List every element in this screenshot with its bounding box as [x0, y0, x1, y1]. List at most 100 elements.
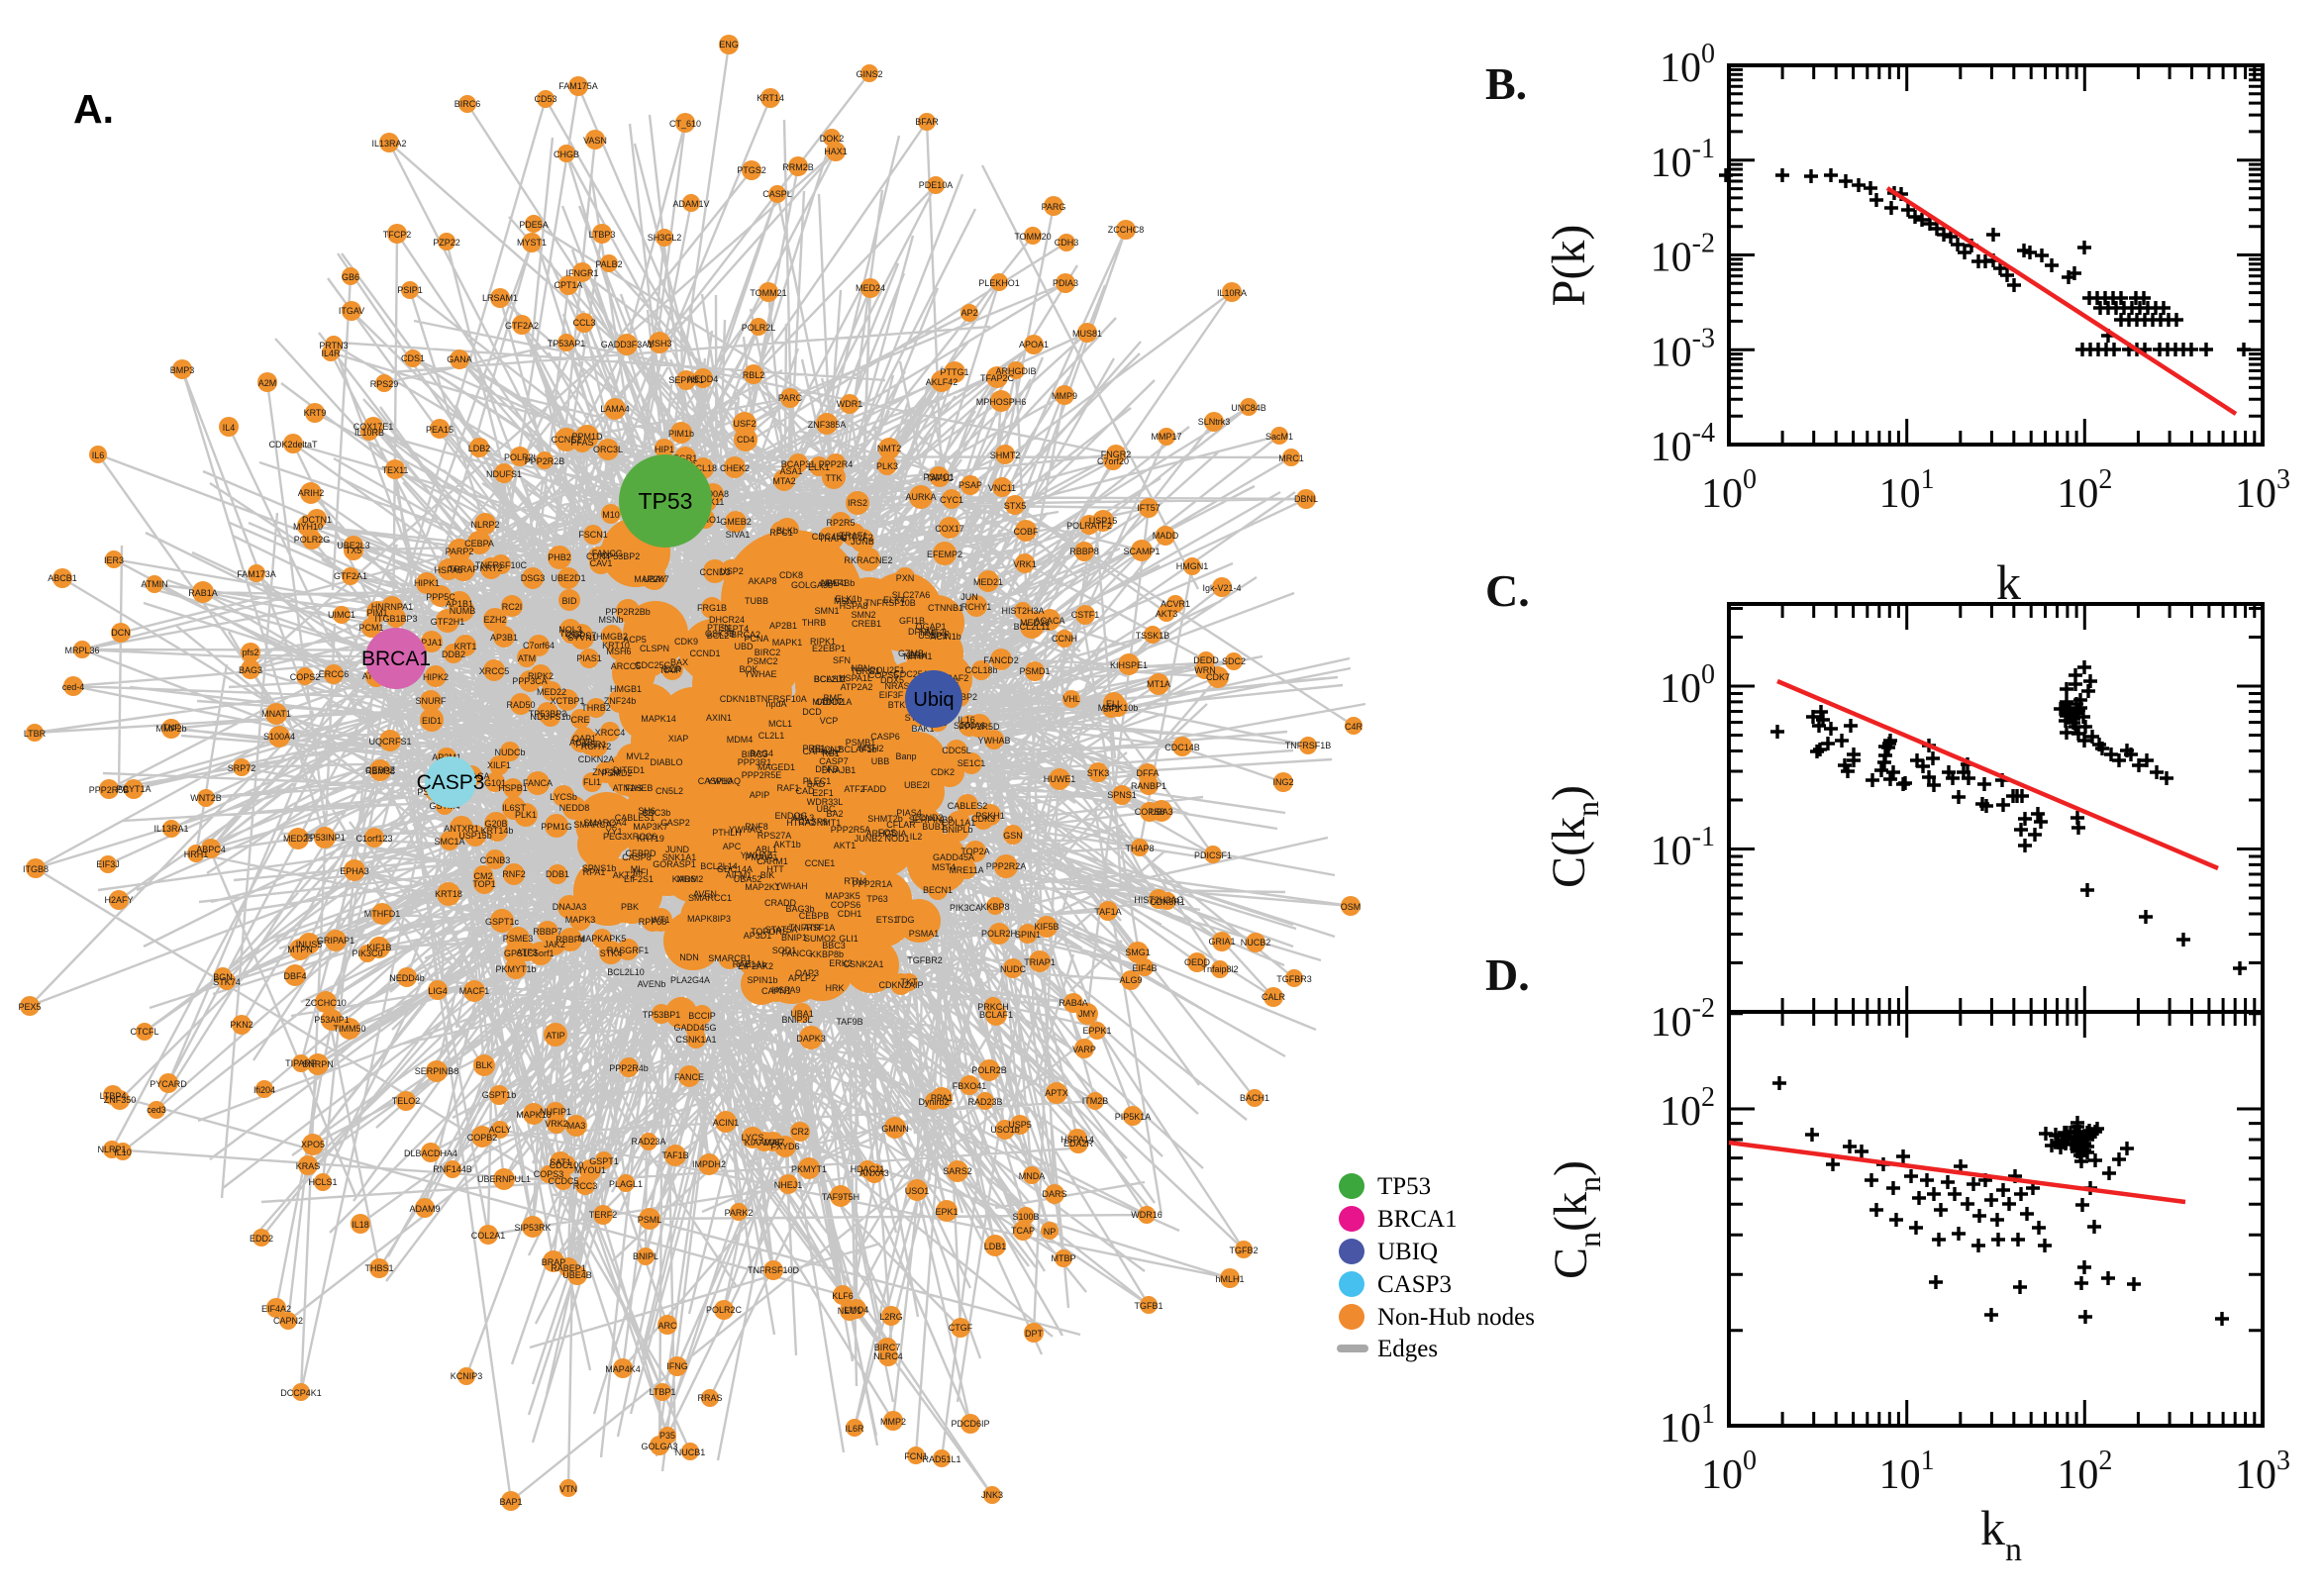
svg-text:HSPA5: HSPA5: [435, 565, 463, 575]
svg-text:PPM1D: PPM1D: [571, 432, 603, 442]
svg-text:Ubiq: Ubiq: [913, 689, 954, 711]
svg-text:SE1C1: SE1C1: [958, 758, 986, 768]
svg-text:DHCR24: DHCR24: [709, 615, 745, 625]
svg-text:ITGAV: ITGAV: [339, 306, 364, 316]
svg-text:PIAS1: PIAS1: [576, 653, 602, 663]
svg-text:XPO5: XPO5: [301, 1140, 325, 1149]
svg-text:SPIN1b: SPIN1b: [747, 975, 777, 985]
svg-text:BNIP3L: BNIP3L: [781, 1015, 812, 1025]
svg-text:LAMA4: LAMA4: [600, 404, 630, 414]
svg-text:CEBPD: CEBPD: [625, 848, 656, 858]
svg-text:SPNS1b: SPNS1b: [582, 863, 617, 873]
svg-text:COPS3: COPS3: [534, 1169, 564, 1179]
svg-text:CASP8: CASP8: [622, 852, 652, 862]
svg-text:VHL: VHL: [1062, 694, 1080, 704]
svg-text:DDB2: DDB2: [442, 649, 465, 659]
svg-text:BAK1: BAK1: [911, 724, 934, 734]
svg-text:BLKb: BLKb: [776, 526, 798, 536]
svg-text:JAK2: JAK2: [544, 940, 565, 949]
svg-text:RRM2B: RRM2B: [782, 162, 814, 172]
svg-text:LMO4: LMO4: [845, 1305, 869, 1315]
svg-text:BIRC7: BIRC7: [874, 1343, 901, 1352]
svg-text:ARHGDIA: ARHGDIA: [865, 829, 906, 839]
svg-text:FNGR2: FNGR2: [1101, 449, 1132, 459]
svg-text:RNF144B: RNF144B: [433, 1164, 472, 1174]
svg-text:ATMIN: ATMIN: [141, 579, 167, 589]
svg-text:BRCA1: BRCA1: [1377, 1206, 1458, 1233]
svg-text:H2AFY: H2AFY: [104, 895, 133, 905]
svg-text:CHGB: CHGB: [554, 150, 579, 159]
svg-text:KRT18: KRT18: [435, 889, 462, 899]
svg-text:ELK4: ELK4: [883, 595, 905, 605]
svg-text:THRB2: THRB2: [581, 703, 611, 713]
svg-text:DBF4: DBF4: [283, 971, 306, 981]
svg-text:MYOU1: MYOU1: [574, 1165, 606, 1175]
svg-text:STK3: STK3: [1087, 768, 1110, 778]
svg-text:BAG3: BAG3: [239, 665, 262, 675]
svg-text:ATIP: ATIP: [546, 1031, 564, 1041]
svg-text:ATF3: ATF3: [516, 948, 537, 957]
svg-text:NHEJ1: NHEJ1: [774, 1180, 803, 1190]
svg-text:IL10RA: IL10RA: [1217, 288, 1247, 298]
svg-text:RASGRF1: RASGRF1: [607, 946, 650, 955]
svg-text:DCD: DCD: [802, 707, 822, 717]
svg-text:CDC14B: CDC14B: [1164, 743, 1200, 752]
svg-text:MSH3: MSH3: [647, 339, 671, 349]
svg-text:RPS29: RPS29: [370, 379, 399, 389]
svg-text:MRE11A: MRE11A: [949, 865, 983, 875]
svg-text:LRSAM1: LRSAM1: [482, 293, 518, 303]
svg-text:GMEB2: GMEB2: [720, 517, 752, 527]
svg-text:TAF9T5H: TAF9T5H: [822, 1192, 859, 1202]
svg-text:DPT: DPT: [1025, 1329, 1044, 1339]
svg-text:MAP2K7: MAP2K7: [634, 574, 669, 584]
svg-text:ADAM9: ADAM9: [409, 1204, 440, 1214]
svg-text:NEDD8: NEDD8: [559, 803, 590, 813]
svg-text:SERPINB9: SERPINB9: [909, 815, 954, 825]
svg-text:CDK7: CDK7: [1206, 672, 1230, 682]
svg-text:ACLY: ACLY: [489, 1125, 512, 1135]
svg-text:GSPT1b: GSPT1b: [482, 1090, 517, 1100]
svg-text:PYCARD: PYCARD: [150, 1079, 187, 1089]
svg-text:TNFRSF10D: TNFRSF10D: [748, 1265, 800, 1275]
svg-text:CASP10: CASP10: [698, 776, 733, 786]
svg-text:TBRG1: TBRG1: [851, 666, 880, 676]
svg-text:PARK2: PARK2: [725, 1208, 754, 1218]
svg-text:PARC: PARC: [778, 393, 803, 403]
svg-text:CM2: CM2: [473, 871, 492, 881]
svg-text:EIF2AK2: EIF2AK2: [738, 961, 773, 971]
svg-text:FANCA: FANCA: [523, 778, 553, 788]
svg-text:TTK: TTK: [826, 473, 843, 483]
svg-text:ERH: ERH: [908, 650, 927, 660]
svg-text:SEPHS1: SEPHS1: [668, 375, 704, 385]
svg-text:EID1: EID1: [422, 716, 442, 726]
svg-text:ZCCHC10: ZCCHC10: [305, 998, 347, 1008]
svg-text:CREB1: CREB1: [852, 619, 881, 629]
svg-text:NRAS: NRAS: [884, 681, 909, 691]
svg-text:NLRC4: NLRC4: [873, 1351, 903, 1361]
svg-text:TFCP2: TFCP2: [383, 230, 412, 240]
svg-text:BECN1: BECN1: [923, 885, 953, 895]
svg-text:GADD3F3A1: GADD3F3A1: [601, 340, 654, 349]
svg-text:RBM38: RBM38: [365, 766, 395, 776]
svg-text:UQCRFS1: UQCRFS1: [368, 737, 411, 747]
svg-text:BCL2L2: BCL2L2: [814, 674, 847, 684]
svg-text:PTHLH: PTHLH: [712, 828, 742, 838]
svg-text:SUMO2: SUMO2: [804, 934, 836, 944]
svg-text:TOMM20: TOMM20: [1014, 232, 1051, 242]
svg-text:BLK: BLK: [475, 1060, 492, 1070]
svg-text:EPPK1: EPPK1: [1082, 1026, 1111, 1036]
svg-text:GDC14A: GDC14A: [717, 864, 753, 874]
svg-text:TOP1: TOP1: [472, 879, 495, 889]
svg-text:NBN: NBN: [851, 663, 869, 673]
svg-text:Non-Hub nodes: Non-Hub nodes: [1377, 1304, 1535, 1331]
svg-text:ALG9: ALG9: [1119, 975, 1142, 985]
svg-text:PPP2R5E: PPP2R5E: [742, 770, 782, 780]
svg-text:PRKCH: PRKCH: [977, 1002, 1009, 1012]
svg-text:TP53AP1: TP53AP1: [548, 339, 586, 349]
svg-text:Banp: Banp: [895, 751, 916, 761]
svg-text:TRIAP1: TRIAP1: [1024, 957, 1056, 967]
svg-text:SEPT4: SEPT4: [721, 624, 750, 634]
svg-text:RCHY2: RCHY2: [581, 742, 612, 751]
svg-text:FAM175A: FAM175A: [558, 81, 598, 91]
svg-text:SPIN1: SPIN1: [1015, 930, 1041, 940]
